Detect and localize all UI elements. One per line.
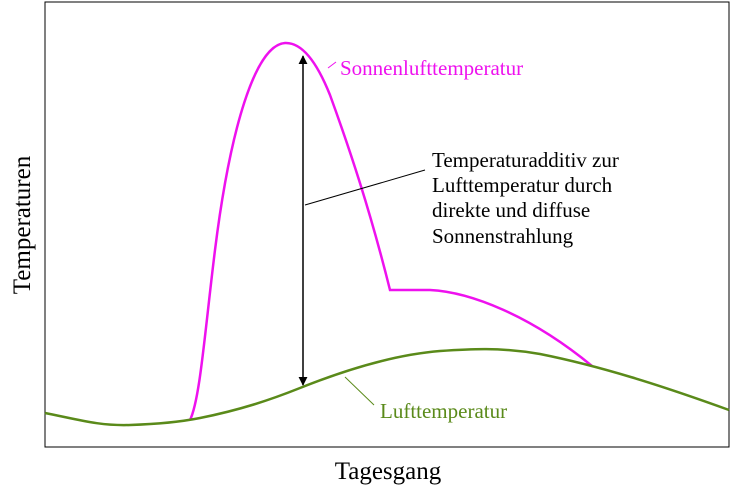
- curve-label: Lufttemperatur: [380, 399, 507, 423]
- curve-label: Sonnenlufttemperatur: [340, 56, 523, 80]
- frame: [44, 1, 730, 448]
- annotation-leader: [304, 169, 426, 206]
- y-axis-label: Temperaturen: [9, 155, 36, 294]
- annotation-line: Sonnenstrahlung: [432, 224, 574, 248]
- sun-label-leader: [327, 61, 337, 69]
- air-temperature-curve: [44, 347, 730, 427]
- annotation-line: Temperaturadditiv zur: [432, 148, 619, 172]
- sun-air-temperature-curve: [188, 41, 593, 421]
- air-label-leader: [344, 376, 375, 406]
- annotation-line: Lufttemperatur durch: [432, 173, 613, 197]
- x-axis-label: Tagesgang: [335, 458, 442, 485]
- annotation-line: direkte und diffuse: [432, 198, 590, 222]
